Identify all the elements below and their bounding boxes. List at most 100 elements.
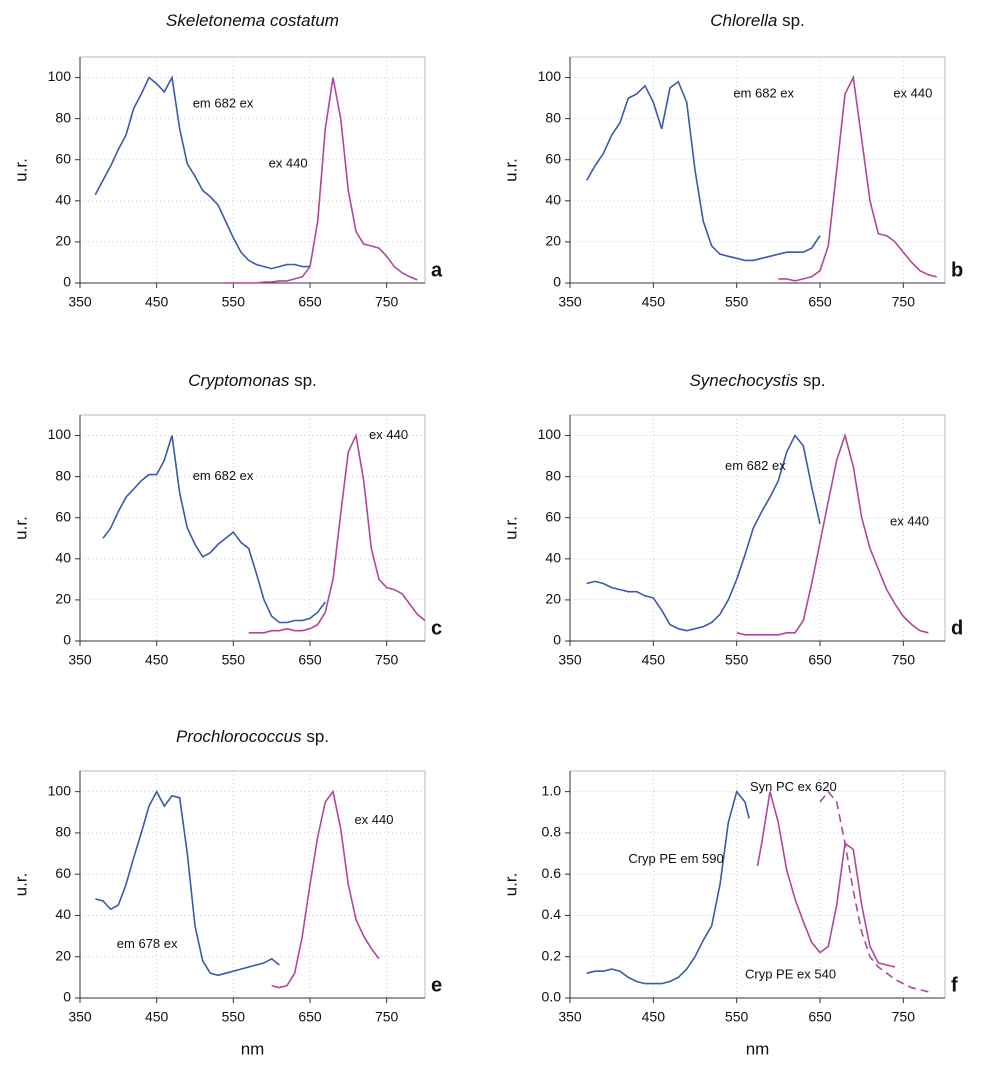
x-tick-label: 350 xyxy=(558,652,582,668)
x-tick-label: 650 xyxy=(808,1009,832,1025)
x-tick-label: 650 xyxy=(298,1009,322,1025)
y-tick-label: 40 xyxy=(55,192,71,208)
x-axis-label: nm xyxy=(241,1039,265,1058)
series-line xyxy=(102,435,326,624)
chart-title: Prochlorococcus sp. xyxy=(176,727,329,746)
y-tick-label: 60 xyxy=(55,865,71,881)
y-tick-label: 0 xyxy=(63,989,71,1005)
x-tick-label: 550 xyxy=(725,294,749,310)
panel-label: f xyxy=(951,974,958,996)
y-tick-label: 100 xyxy=(48,426,72,442)
x-tick-label: 550 xyxy=(222,1009,246,1025)
plot-area xyxy=(569,770,946,999)
x-tick-label: 750 xyxy=(892,652,916,668)
series-label: em 682 ex xyxy=(725,458,786,473)
series-line xyxy=(586,434,821,632)
y-tick-label: 40 xyxy=(55,906,71,922)
chart-title: Synechocystis sp. xyxy=(689,371,825,390)
series-line xyxy=(778,74,937,282)
y-tick-label: 40 xyxy=(545,550,561,566)
y-tick-label: 20 xyxy=(55,233,71,249)
x-tick-label: 350 xyxy=(68,294,92,310)
x-tick-label: 350 xyxy=(68,1009,92,1025)
series-label: Syn PC ex 620 xyxy=(750,779,837,794)
series-label: em 682 ex xyxy=(733,85,794,100)
x-tick-label: 750 xyxy=(375,294,399,310)
y-tick-label: 80 xyxy=(55,824,71,840)
series-label: ex 440 xyxy=(893,85,932,100)
series-label: ex 440 xyxy=(890,513,929,528)
series-label: Cryp PE em 590 xyxy=(628,851,723,866)
series-label: em 678 ex xyxy=(117,936,178,951)
x-tick-label: 350 xyxy=(558,294,582,310)
y-axis-label: u.r. xyxy=(11,516,30,540)
x-tick-label: 450 xyxy=(145,652,169,668)
x-tick-label: 550 xyxy=(725,652,749,668)
panel-label: d xyxy=(951,617,963,639)
series-line xyxy=(736,432,929,636)
series-line xyxy=(756,791,896,968)
series-label: em 682 ex xyxy=(193,96,254,111)
y-tick-label: 60 xyxy=(55,150,71,166)
x-tick-label: 750 xyxy=(375,652,399,668)
series-line xyxy=(225,77,418,284)
series-line xyxy=(586,80,821,262)
y-tick-label: 20 xyxy=(55,947,71,963)
y-tick-label: 1.0 xyxy=(542,782,562,798)
y-tick-label: 0.4 xyxy=(542,906,562,922)
series-line xyxy=(819,790,929,993)
x-tick-label: 650 xyxy=(808,652,832,668)
chart-title: Cryptomonas sp. xyxy=(188,371,317,390)
y-tick-label: 0 xyxy=(63,274,71,290)
x-tick-label: 450 xyxy=(642,294,666,310)
plot-area xyxy=(79,414,426,642)
chart-title: Skeletonema costatum xyxy=(166,11,339,30)
y-tick-label: 100 xyxy=(48,782,72,798)
y-tick-label: 100 xyxy=(538,426,562,442)
panel-label: a xyxy=(431,259,443,281)
series-line xyxy=(586,789,750,985)
y-tick-label: 20 xyxy=(545,233,561,249)
series-line xyxy=(94,74,310,270)
y-tick-label: 0 xyxy=(553,632,561,648)
x-tick-label: 750 xyxy=(892,294,916,310)
x-tick-label: 650 xyxy=(808,294,832,310)
y-tick-label: 80 xyxy=(545,467,561,483)
plot-area xyxy=(569,414,946,642)
y-tick-label: 100 xyxy=(538,68,562,84)
panel-label: c xyxy=(431,617,442,639)
series-line xyxy=(248,432,426,634)
series-line xyxy=(271,789,380,989)
y-tick-label: 80 xyxy=(55,109,71,125)
y-tick-label: 60 xyxy=(55,508,71,524)
x-tick-label: 450 xyxy=(145,1009,169,1025)
x-axis-label: nm xyxy=(746,1039,770,1058)
x-tick-label: 550 xyxy=(725,1009,749,1025)
y-tick-label: 0.0 xyxy=(542,989,562,1005)
panel-label: e xyxy=(431,974,442,996)
y-axis-label: u.r. xyxy=(501,158,520,182)
plot-area xyxy=(79,770,426,999)
y-axis-label: u.r. xyxy=(501,516,520,540)
y-tick-label: 20 xyxy=(545,591,561,607)
series-label: ex 440 xyxy=(354,812,393,827)
y-axis-label: u.r. xyxy=(11,873,30,897)
x-tick-label: 650 xyxy=(298,294,322,310)
y-tick-label: 80 xyxy=(55,467,71,483)
chart-title: Chlorella sp. xyxy=(710,11,805,30)
y-axis-label: u.r. xyxy=(501,873,520,897)
x-tick-label: 550 xyxy=(222,652,246,668)
y-tick-label: 0 xyxy=(553,274,561,290)
x-tick-label: 450 xyxy=(642,1009,666,1025)
y-tick-label: 0.6 xyxy=(542,865,562,881)
y-axis-label: u.r. xyxy=(11,158,30,182)
y-tick-label: 0.8 xyxy=(542,824,562,840)
x-tick-label: 550 xyxy=(222,294,246,310)
series-label: ex 440 xyxy=(269,155,308,170)
y-tick-label: 100 xyxy=(48,68,72,84)
x-tick-label: 450 xyxy=(642,652,666,668)
x-tick-label: 750 xyxy=(375,1009,399,1025)
y-tick-label: 20 xyxy=(55,591,71,607)
series-label: ex 440 xyxy=(369,427,408,442)
